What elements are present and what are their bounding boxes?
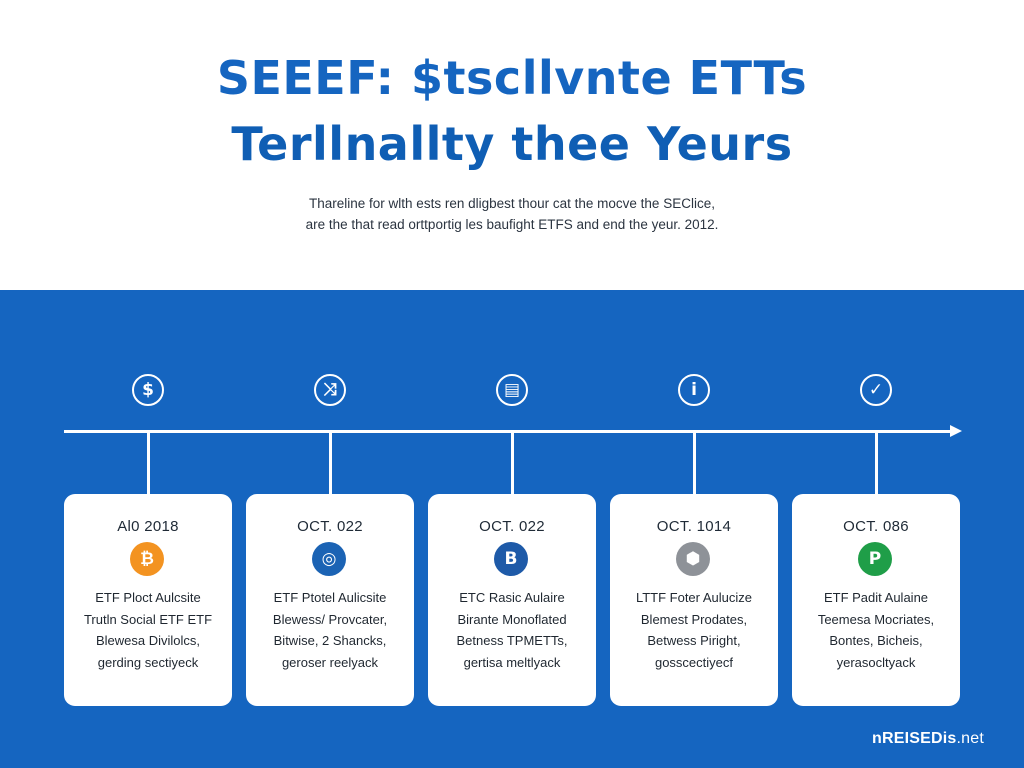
milestone-description-line: gerding sectiyeck — [97, 654, 199, 670]
page-title: SEEEF: $tscllvnte ETTs — [216, 51, 808, 105]
check-icon: ✓ — [860, 374, 892, 406]
page-title-line2: Terllnallty thee Yeurs — [231, 117, 793, 171]
milestone-description: ETF Ploct Aulcsite Trutln Social ETF ETF B… — [70, 587, 226, 673]
milestone-description-line: Bitwise, 2 Shancks, — [273, 633, 387, 648]
milestone-description-line: Blewess/ Provcater, — [272, 611, 388, 627]
milestone-description-line: Blewesa Divilolcs, — [95, 633, 201, 648]
subtitle-line1: Thareline for wlth ests ren dligbest tho… — [309, 196, 715, 211]
milestone-description-line: Birante Monoflated — [457, 611, 567, 627]
footer-brand[interactable]: nREISEDis.net — [872, 730, 984, 748]
milestone-description: ETF Ptotel Aulicsite Blewess/ Provcater, B… — [252, 587, 408, 673]
milestone-description-line: yerasocltyack — [836, 654, 916, 670]
bitcoin-icon: B — [494, 542, 528, 576]
milestone-date: OCT. 086 — [843, 518, 909, 535]
milestone-description-line: Bontes, Bicheis, — [829, 633, 923, 648]
milestone-description-line: gosscectiyecf — [654, 654, 734, 670]
milestone-card[interactable]: OCT. 1014 ⬢ LTTF Foter Aulucize Blemest Pro… — [610, 494, 778, 706]
milestone-card[interactable]: Al0 2018 ₿ ETF Ploct Aulcsite Trutln Social… — [64, 494, 232, 706]
footer-brand-tld: .net — [956, 730, 984, 747]
milestone-description-line: Blemest Prodates, — [640, 611, 748, 627]
milestone-description-line: ETF Ptotel Aulicsite — [273, 590, 387, 605]
globe-icon: ◎ — [312, 542, 346, 576]
info-icon: i — [678, 374, 710, 406]
milestone-description-line: Betness TPMETTs, — [456, 633, 568, 648]
milestone-card[interactable]: OCT. 022 ◎ ETF Ptotel Aulicsite Blewess/ Pr… — [246, 494, 414, 706]
footer-brand-name: nREISEDis — [872, 730, 957, 747]
milestone-description-line: LTTF Foter Aulucize — [635, 590, 753, 605]
milestone-date: OCT. 022 — [297, 518, 363, 535]
milestone-card[interactable]: OCT. 086 P ETF Padit Aulaine Teemesa Mocria… — [792, 494, 960, 706]
subtitle-line2: are the that read orttportig les baufigh… — [305, 217, 719, 232]
timeline-connector — [875, 432, 878, 494]
timeline-arrowhead — [950, 425, 962, 437]
milestone-description-line: ETF Padit Aulaine — [823, 590, 929, 605]
milestone-card[interactable]: OCT. 022 B ETC Rasic Aulaire Birante Monofl… — [428, 494, 596, 706]
dollar-icon: $ — [132, 374, 164, 406]
timeline-connector — [693, 432, 696, 494]
milestone-description: LTTF Foter Aulucize Blemest Prodates, Betw… — [616, 587, 772, 673]
p-coin-icon: P — [858, 542, 892, 576]
header: SEEEF: $tscllvnte ETTs Terllnallty thee … — [0, 0, 1024, 290]
milestone-date: Al0 2018 — [117, 518, 179, 535]
milestone-description-line: ETC Rasic Aulaire — [459, 590, 565, 605]
exchange-icon: ⤨ — [314, 374, 346, 406]
timeline-connector — [329, 432, 332, 494]
milestone-description-line: Betwess Piright, — [647, 633, 741, 648]
milestone-description-line: ETF Ploct Aulcsite — [95, 590, 201, 605]
cube-icon: ⬢ — [676, 542, 710, 576]
milestone-date: OCT. 1014 — [656, 518, 732, 535]
milestone-date: OCT. 022 — [479, 518, 545, 535]
milestone-description: ETC Rasic Aulaire Birante Monoflated Betne… — [434, 587, 590, 673]
milestone-description-line: Trutln Social ETF ETF — [83, 611, 213, 627]
milestone-description: ETF Padit Aulaine Teemesa Mocriates, Bonte… — [798, 587, 954, 673]
milestone-description-line: Teemesa Mocriates, — [817, 611, 935, 627]
document-icon: ▤ — [496, 374, 528, 406]
timeline-connector — [511, 432, 514, 494]
timeline-axis — [64, 430, 952, 433]
milestone-description-line: geroser reelyack — [281, 654, 379, 670]
timeline-connector — [147, 432, 150, 494]
milestone-description-line: gertisa meltlyack — [463, 654, 561, 670]
bitcoin-icon: ₿ — [130, 542, 164, 576]
